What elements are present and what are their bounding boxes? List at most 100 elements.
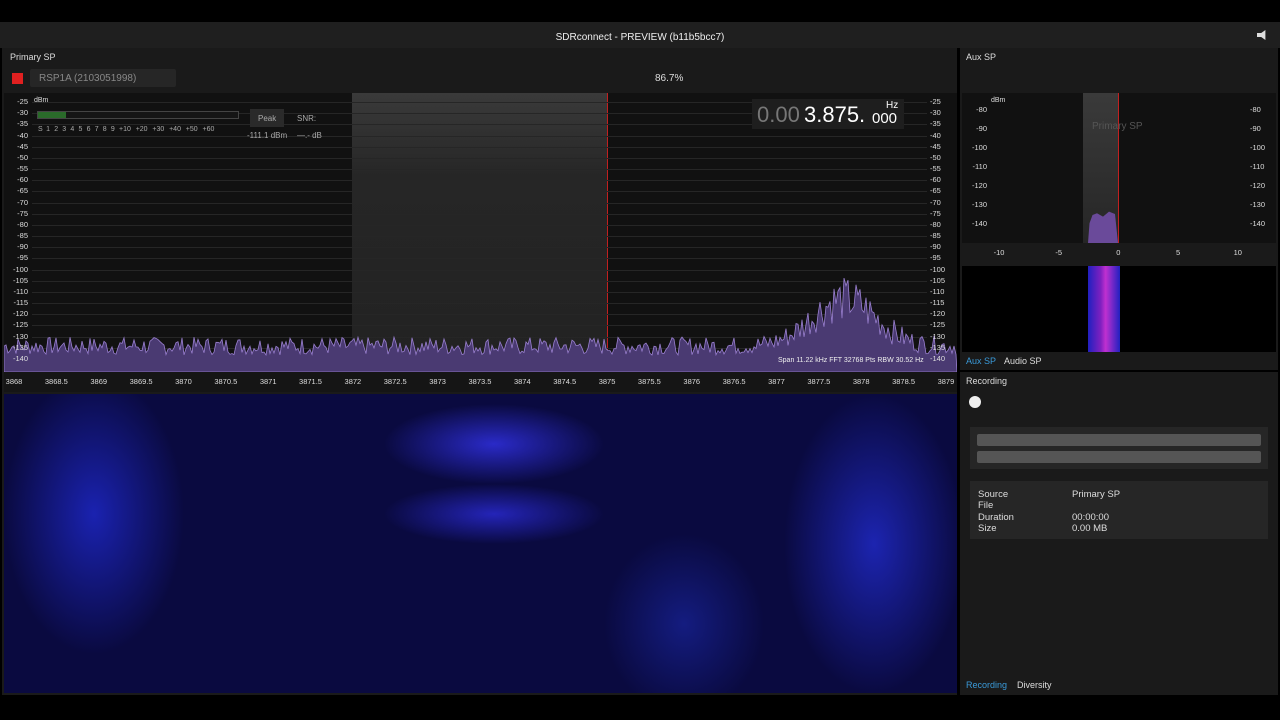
grid-line [32,224,927,226]
freq-tick: 3875 [598,377,616,386]
aux-db-tick-left: -120 [971,181,987,190]
aux-x-tick: -10 [993,248,1005,257]
tab[interactable]: Audio SP [1004,356,1042,366]
record-button[interactable] [969,396,981,408]
freq-tick: 3871.5 [299,377,322,386]
freq-tick: 3873.5 [468,377,492,386]
db-tick-right: -30 [930,108,941,118]
db-tick-left: -135 [12,342,28,352]
freq-tick: 3874 [513,377,531,386]
panel-label: Recording [966,376,1008,386]
device-select[interactable] [30,69,176,87]
aux-db-tick-left: -100 [971,143,987,152]
trace-path [4,277,957,372]
aux-db-tick-left: -90 [976,124,987,133]
aux-x-tick: 5 [1176,248,1181,257]
db-tick-right: -45 [930,141,941,151]
field-label: File [978,500,994,512]
tab[interactable]: Diversity [1017,680,1052,690]
s-meter-tick: +10 [119,126,131,133]
grid-line [32,169,927,171]
window-title: SDRconnect - PREVIEW (b11b5bcc7) [555,32,725,43]
grid-line [32,247,927,249]
s-meter-tick: 8 [102,126,107,133]
freq-tick: 3872 [344,377,362,386]
panel-label: Primary SP [10,52,56,62]
aux-db-tick-right: -140 [1250,219,1266,228]
freq-tick: 3868 [5,377,23,386]
db-tick-left: -40 [17,130,28,140]
aux-db-tick-left: -140 [971,219,987,228]
db-tick-right: -120 [930,309,946,319]
db-tick-left: -95 [17,253,28,263]
grid-line [32,291,927,293]
db-tick-left: -130 [12,331,28,341]
s-meter-tick: +20 [135,126,148,133]
span-info: Span 11.22 kHz FFT 32768 Pts RBW 30.52 H… [778,357,924,364]
spectrum-trace [4,277,957,372]
s-meter-tick: 4 [70,126,75,133]
s-meter-tick: S [38,126,43,133]
db-tick-left: -50 [17,152,28,162]
freq-axis [4,372,957,392]
db-tick-left: -25 [17,97,28,106]
db-tick-right: -115 [930,298,945,308]
db-tick-left: -55 [17,164,28,174]
aux-db-tick-right: -90 [1250,124,1261,133]
grid-line [32,258,927,260]
db-tick-right: -40 [930,130,941,140]
aux-tuning-line [1118,93,1119,243]
grid-line [32,124,927,126]
stop-button[interactable] [12,73,23,84]
peak-label[interactable]: Peak [258,114,277,123]
db-tick-left: -45 [17,141,28,151]
freq-tick: 3870 [175,377,192,386]
tab[interactable]: Aux SP [966,356,997,366]
grid-line [32,113,927,115]
grid-line [32,269,927,271]
s-meter-tick: 9 [110,126,115,133]
db-tick-right: -25 [930,97,941,106]
db-tick-left: -60 [17,175,28,185]
freq-tick: 3876 [683,377,701,386]
db-tick-left: -75 [17,208,28,218]
s-meter-tick: +40 [169,126,181,133]
db-tick-right: -50 [930,152,941,162]
grid-line [32,325,927,327]
db-tick-right: -100 [930,264,946,274]
db-tick-right: -65 [930,186,941,196]
freq-tick: 3875.5 [637,377,661,386]
field-label: Source [978,489,1009,500]
aux-spectrum [962,93,1276,243]
meter-unit: dBm [34,97,49,104]
db-tick-right: -70 [930,197,941,207]
s-meter-tick: 6 [86,126,91,133]
freq-tick: 3872.5 [383,377,407,386]
db-tick-left: -100 [12,264,28,274]
field-value: 0.00 MB [1072,522,1108,534]
db-tick-right: -85 [930,231,941,241]
db-tick-right: -80 [930,219,941,229]
db-tick-left: -85 [17,231,28,241]
peak-button[interactable] [250,109,284,127]
freq-tick: 3879 [937,377,955,386]
tab[interactable]: Recording [966,680,1008,690]
volume-icon[interactable] [1257,30,1266,40]
s-meter-tick: +50 [185,126,198,133]
s-meter-tick: 7 [94,126,99,133]
db-tick-right: -140 [930,353,946,363]
grid-line [32,146,927,148]
aux-db-tick-right: -110 [1250,162,1265,171]
s-meter-tick: 1 [46,126,50,133]
db-tick-left: -105 [12,275,28,285]
db-tick-right: -35 [930,119,941,129]
freq-tick: 3874.5 [553,377,577,386]
aux-db-tick-left: -80 [976,105,987,114]
field-value: 00:00:00 [1072,511,1109,523]
frequency-display[interactable] [752,99,904,129]
db-tick-right: -110 [930,286,945,296]
frequency-unit: Hz [886,100,899,111]
info-box [970,481,1268,539]
db-tick-right: -75 [930,208,941,218]
grid-line [32,157,927,159]
